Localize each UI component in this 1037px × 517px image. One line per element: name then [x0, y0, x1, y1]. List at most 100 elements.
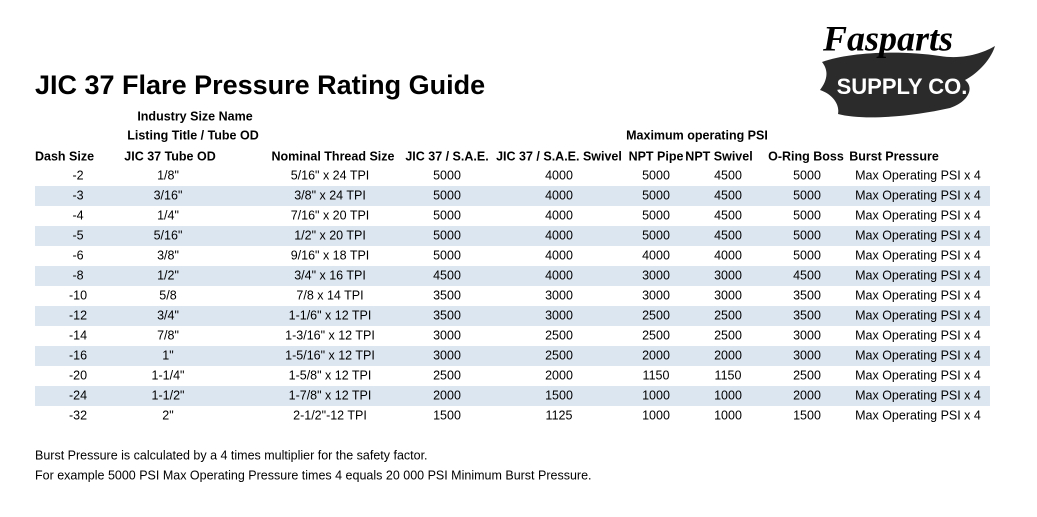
table-cell: 1-7/8" x 12 TPI — [289, 388, 372, 402]
table-cell: 3000 — [714, 268, 742, 282]
table-cell: 4000 — [545, 268, 573, 282]
table-cell: 5000 — [433, 208, 461, 222]
table-cell: Max Operating PSI x 4 — [855, 288, 981, 302]
table-cell: 4000 — [545, 248, 573, 262]
row-shade — [35, 386, 990, 406]
table-cell: 1-5/8" x 12 TPI — [289, 368, 372, 382]
logo-script: Fasparts — [822, 18, 953, 58]
table-cell: 5000 — [793, 168, 821, 182]
table-cell: 1" — [162, 348, 173, 362]
table-cell: 2000 — [545, 368, 573, 382]
row-shade — [35, 226, 990, 246]
column-header: NPT Pipe — [629, 149, 684, 163]
group-label: Maximum operating PSI — [626, 128, 768, 142]
row-shade — [35, 346, 990, 366]
table-cell: 5000 — [433, 188, 461, 202]
table-cell: -5 — [72, 228, 83, 242]
table-cell: 4000 — [642, 248, 670, 262]
table-cell: 3000 — [793, 348, 821, 362]
table-cell: 2500 — [642, 328, 670, 342]
table-cell: 5/16" — [154, 228, 183, 242]
note: For example 5000 PSI Max Operating Press… — [35, 468, 592, 482]
table-cell: -10 — [69, 288, 87, 302]
table-cell: 3000 — [433, 348, 461, 362]
table-cell: 1-1/2" — [152, 388, 185, 402]
row-shade — [35, 266, 990, 286]
table-cell: 5000 — [433, 248, 461, 262]
table-cell: 7/8 x 14 TPI — [296, 288, 363, 302]
note: Burst Pressure is calculated by a 4 time… — [35, 448, 428, 462]
table-cell: 1-3/16" x 12 TPI — [285, 328, 375, 342]
column-header: JIC 37 / S.A.E. Swivel — [496, 149, 622, 163]
table-cell: 3000 — [642, 288, 670, 302]
table-cell: 2500 — [545, 328, 573, 342]
table-cell: -24 — [69, 388, 87, 402]
table-cell: -8 — [72, 268, 83, 282]
table-cell: -3 — [72, 188, 83, 202]
table-cell: 3000 — [433, 328, 461, 342]
table-cell: 2500 — [545, 348, 573, 362]
table-cell: 5000 — [793, 228, 821, 242]
table-cell: 1000 — [642, 408, 670, 422]
table-cell: 5000 — [433, 168, 461, 182]
table-cell: Max Operating PSI x 4 — [855, 188, 981, 202]
table-cell: 4500 — [433, 268, 461, 282]
table-cell: 3/4" x 16 TPI — [294, 268, 366, 282]
table-cell: Max Operating PSI x 4 — [855, 328, 981, 342]
table-cell: 4000 — [545, 228, 573, 242]
table-cell: 1500 — [545, 388, 573, 402]
table-cell: 5000 — [642, 208, 670, 222]
table-cell: 2500 — [714, 328, 742, 342]
logo: Fasparts SUPPLY CO. — [820, 18, 995, 118]
table-cell: 1150 — [643, 368, 670, 382]
group-label: Industry Size Name — [137, 109, 252, 123]
table-cell: Max Operating PSI x 4 — [855, 208, 981, 222]
table-cell: 1-1/6" x 12 TPI — [289, 308, 372, 322]
table-cell: 1000 — [642, 388, 670, 402]
table-cell: Max Operating PSI x 4 — [855, 368, 981, 382]
table-cell: Max Operating PSI x 4 — [855, 348, 981, 362]
table-cell: Max Operating PSI x 4 — [855, 248, 981, 262]
table-cell: 3/4" — [157, 308, 179, 322]
table-cell: Max Operating PSI x 4 — [855, 268, 981, 282]
page-title: JIC 37 Flare Pressure Rating Guide — [35, 70, 485, 100]
table-cell: 5000 — [793, 248, 821, 262]
table-cell: 3000 — [545, 288, 573, 302]
table-cell: -12 — [69, 308, 87, 322]
table-cell: 1000 — [714, 388, 742, 402]
row-shade — [35, 186, 990, 206]
table-cell: 4000 — [545, 188, 573, 202]
column-header: JIC 37 / S.A.E. — [405, 149, 488, 163]
table-cell: 4500 — [714, 168, 742, 182]
table-cell: 5000 — [642, 188, 670, 202]
table-cell: 2000 — [714, 348, 742, 362]
logo-subtitle: SUPPLY CO. — [837, 74, 968, 99]
table-cell: Max Operating PSI x 4 — [855, 388, 981, 402]
table-cell: -6 — [72, 248, 83, 262]
table-cell: 4500 — [793, 268, 821, 282]
table-cell: 3/8" — [157, 248, 179, 262]
table-cell: 4500 — [714, 188, 742, 202]
table-cell: 3500 — [793, 288, 821, 302]
table-cell: 1000 — [714, 408, 742, 422]
table-cell: 3500 — [433, 308, 461, 322]
table-cell: Max Operating PSI x 4 — [855, 308, 981, 322]
table-cell: 5000 — [642, 228, 670, 242]
table-cell: 3000 — [714, 288, 742, 302]
table: Dash Size JIC 37 Tube OD Nominal Thread Si… — [35, 149, 990, 422]
table-cell: 4000 — [714, 248, 742, 262]
table-cell: -20 — [69, 368, 87, 382]
table-cell: 9/16" x 18 TPI — [291, 248, 370, 262]
table-cell: 1/2" — [157, 268, 179, 282]
table-cell: -2 — [72, 168, 83, 182]
table-cell: 2000 — [433, 388, 461, 402]
table-cell: 5000 — [642, 168, 670, 182]
table-cell: 1/4" — [157, 208, 179, 222]
table-cell: 3/8" x 24 TPI — [294, 188, 366, 202]
column-header: Burst Pressure — [849, 149, 939, 163]
table-cell: 3000 — [642, 268, 670, 282]
row-shade — [35, 306, 990, 326]
table-cell: 5/16" x 24 TPI — [291, 168, 370, 182]
